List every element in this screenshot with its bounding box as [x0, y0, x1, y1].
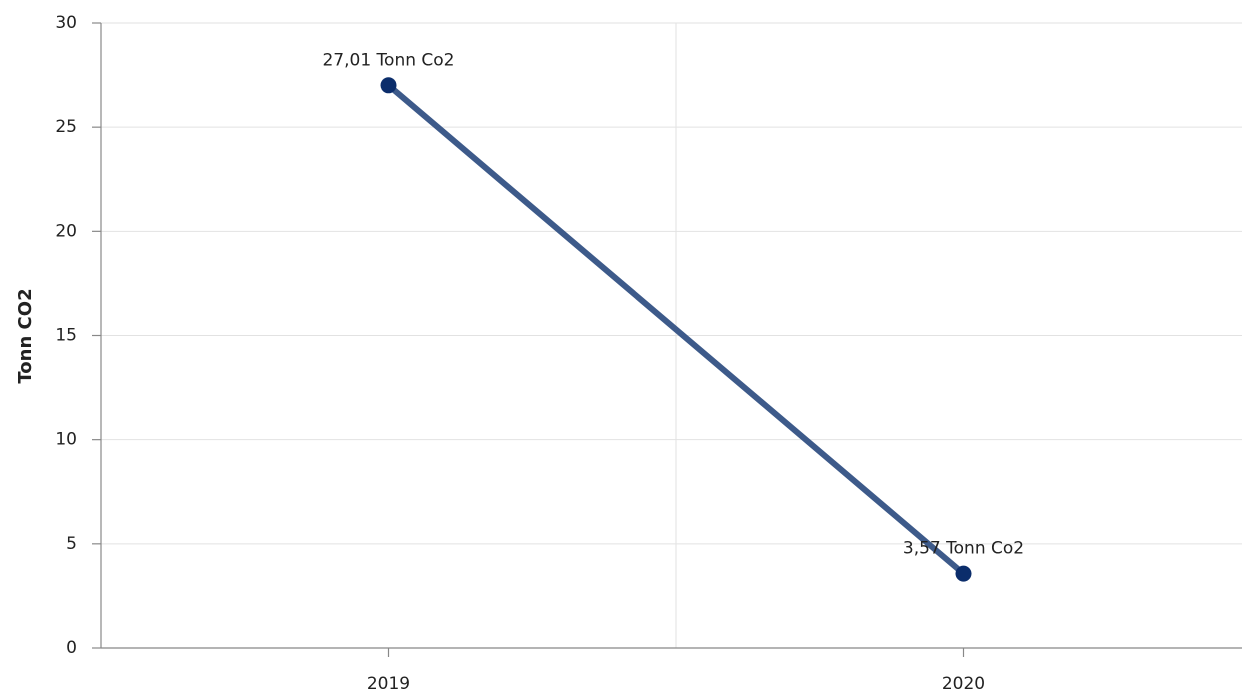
y-axis-label: Tonn CO2: [15, 288, 36, 383]
data-label: 3,57 Tonn Co2: [903, 539, 1024, 559]
y-tick-label: 15: [55, 326, 77, 346]
x-tick-label: 2020: [942, 674, 985, 692]
line: [385, 82, 967, 577]
y-tick-label: 30: [55, 13, 77, 33]
y-tick-label: 25: [55, 117, 77, 137]
point: [955, 565, 972, 582]
point: [380, 77, 397, 94]
y-tick-label: 0: [66, 638, 77, 658]
data-label: 27,01 Tonn Co2: [322, 50, 454, 70]
y-tick-label: 20: [55, 221, 77, 241]
y-tick-label: 10: [55, 430, 77, 450]
y-tick-label: 5: [66, 534, 77, 554]
x-tick-label: 2019: [367, 674, 410, 692]
